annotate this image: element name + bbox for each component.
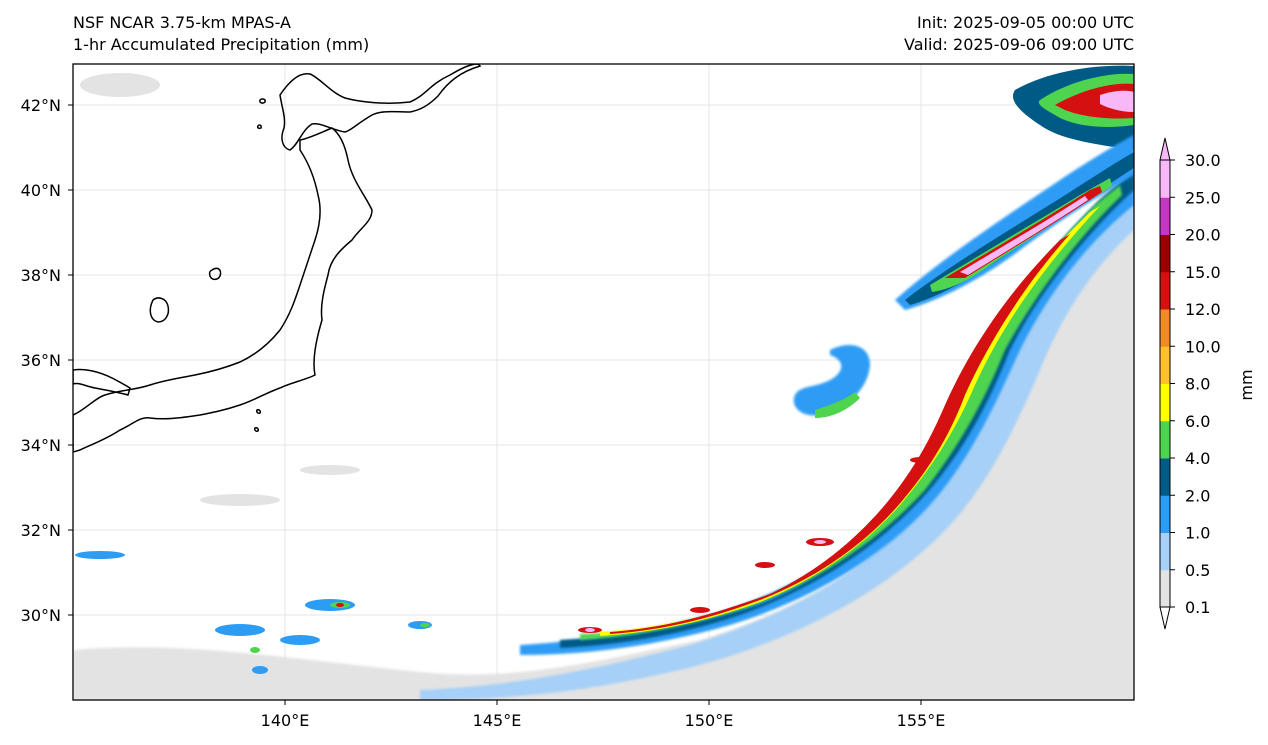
lat-tick-label: 38°N — [21, 266, 61, 285]
colorbar-tick-label: 25.0 — [1185, 188, 1221, 207]
colorbar-segment — [1160, 569, 1170, 608]
lat-tick-label: 40°N — [21, 181, 61, 200]
colorbar-segment — [1160, 234, 1170, 273]
colorbar-segment — [1160, 532, 1170, 571]
colorbar: 0.1 0.5 1.0 2.0 4.0 6.0 8.0 10.0 12.0 15.0 20.0 25.… — [1159, 137, 1221, 630]
colorbar-tick-label: 6.0 — [1185, 412, 1210, 431]
lat-tick-label: 30°N — [21, 606, 61, 625]
coastline — [73, 64, 482, 453]
lat-axis: 42°N 40°N 38°N 36°N 34°N 32°N 30°N — [21, 96, 73, 625]
colorbar-segment — [1160, 160, 1170, 198]
colorbar-tick-label: 2.0 — [1185, 486, 1210, 505]
lat-tick-label: 34°N — [21, 436, 61, 455]
valid-time: Valid: 2025-09-06 09:00 UTC — [903, 35, 1134, 54]
title-left: NSF NCAR 3.75-km MPAS-A 1-hr Accumulated… — [73, 12, 369, 56]
lat-tick-label: 42°N — [21, 96, 61, 115]
colorbar-tick-label: 0.5 — [1185, 561, 1210, 580]
colorbar-tick-label: 10.0 — [1185, 337, 1221, 356]
colorbar-segment — [1160, 309, 1170, 347]
colorbar-tick-label: 20.0 — [1185, 226, 1221, 245]
colorbar-tick-label: 8.0 — [1185, 375, 1210, 394]
lon-tick-label: 140°E — [261, 711, 310, 730]
colorbar-segment — [1160, 271, 1170, 310]
colorbar-tick-label: 12.0 — [1185, 300, 1221, 319]
colorbar-tick-label: 15.0 — [1185, 263, 1221, 282]
lon-tick-label: 145°E — [473, 711, 522, 730]
init-time: Init: 2025-09-05 00:00 UTC — [916, 13, 1134, 32]
colorbar-max-extension — [1159, 137, 1171, 161]
colorbar-segment — [1160, 458, 1170, 496]
colorbar-segment — [1160, 197, 1170, 235]
lon-axis: 140°E 145°E 150°E 155°E — [261, 700, 946, 730]
colorbar-segment — [1160, 383, 1170, 422]
colorbar-segment — [1160, 420, 1170, 459]
lon-tick-label: 150°E — [685, 711, 734, 730]
colorbar-tick-label: 0.1 — [1185, 598, 1210, 617]
colorbar-segment — [1160, 346, 1170, 384]
colorbar-tick-label: 4.0 — [1185, 449, 1210, 468]
lat-tick-label: 32°N — [21, 521, 61, 540]
lon-tick-label: 155°E — [897, 711, 946, 730]
precipitation-field — [73, 65, 1134, 700]
title-right: Init: 2025-09-05 00:00 UTC Valid: 2025-0… — [904, 12, 1134, 56]
model-title: NSF NCAR 3.75-km MPAS-A — [73, 13, 291, 32]
colorbar-segment — [1160, 495, 1170, 533]
colorbar-tick-label: 1.0 — [1185, 524, 1210, 543]
colorbar-label: mm — [1237, 369, 1256, 400]
map-frame — [72, 63, 1135, 701]
colorbar-min-extension — [1159, 606, 1171, 630]
field-title: 1-hr Accumulated Precipitation (mm) — [73, 35, 370, 54]
colorbar-tick-label: 30.0 — [1185, 151, 1221, 170]
lat-tick-label: 36°N — [21, 351, 61, 370]
